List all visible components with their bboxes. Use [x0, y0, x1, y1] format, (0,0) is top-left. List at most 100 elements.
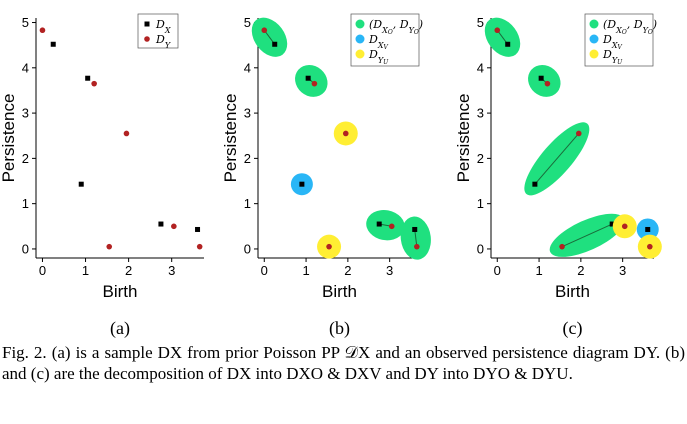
legend-key-circle: [589, 34, 599, 44]
dx-observed-point: [272, 41, 278, 47]
figure-caption: Fig. 2. (a) is a sample DX from prior Po…: [2, 342, 685, 384]
x-axis-title: Birth: [322, 282, 357, 301]
y-tick-label: 4: [477, 60, 484, 75]
dy-point: [171, 223, 177, 230]
x-tick-label: 3: [619, 263, 626, 278]
dy-observed-point: [261, 27, 268, 34]
dx-point: [158, 221, 164, 227]
y-tick-label: 3: [22, 106, 29, 121]
y-tick-label: 3: [244, 106, 251, 121]
dy-observed-point: [544, 80, 551, 87]
dy-unobserved-point: [647, 243, 653, 250]
y-tick-label: 0: [244, 241, 251, 256]
x-tick-label: 1: [302, 263, 309, 278]
match-line: [534, 133, 580, 185]
legend-key-circle: [589, 49, 599, 59]
dx-point: [50, 41, 56, 47]
dy-point: [106, 243, 113, 250]
match-line: [414, 229, 418, 247]
dx-point: [195, 226, 201, 232]
dy-observed-point: [311, 80, 318, 87]
legend-key-square: [144, 21, 150, 27]
legend-label: DY: [155, 33, 171, 50]
y-axis-title: Persistence: [454, 94, 473, 183]
y-tick-label: 1: [477, 196, 484, 211]
y-tick-label: 2: [22, 151, 29, 166]
dy-observed-point: [388, 223, 395, 230]
y-tick-label: 1: [244, 196, 251, 211]
dy-observed-point: [575, 130, 582, 137]
x-axis-title: Birth: [555, 282, 590, 301]
y-tick-label: 2: [244, 151, 251, 166]
x-tick-label: 0: [261, 263, 268, 278]
y-tick-label: 0: [477, 241, 484, 256]
subfigure-label: (b): [329, 318, 350, 339]
dy-unobserved-point: [342, 130, 349, 137]
x-tick-label: 2: [577, 263, 584, 278]
dx-point: [85, 75, 91, 81]
match-line: [561, 223, 613, 248]
dx-point: [78, 181, 84, 187]
y-tick-label: 5: [22, 15, 29, 30]
x-tick-label: 0: [39, 263, 46, 278]
x-axis-title: Birth: [103, 282, 138, 301]
y-axis-title: Persistence: [221, 94, 240, 183]
dy-observed-point: [559, 243, 565, 250]
dx-observed-point: [609, 221, 615, 227]
dy-unobserved-point: [621, 223, 628, 230]
legend-key-circle: [355, 19, 365, 29]
dx-observed-point: [505, 41, 511, 47]
legend-label: DXV: [368, 33, 389, 51]
x-tick-label: 3: [168, 263, 175, 278]
dy-observed-point: [494, 27, 501, 34]
dx-observed-point: [376, 221, 382, 227]
y-tick-label: 4: [244, 60, 251, 75]
y-tick-label: 4: [22, 60, 29, 75]
y-tick-label: 5: [244, 15, 251, 30]
dx-vanishing-point: [299, 181, 305, 187]
legend-key-circle: [355, 34, 365, 44]
subfigure-label: (a): [110, 318, 130, 339]
legend-label: (DXO, DYO): [603, 18, 657, 36]
dy-point: [123, 130, 130, 137]
y-tick-label: 5: [477, 15, 484, 30]
legend-box: [137, 13, 179, 49]
y-axis-title: Persistence: [0, 94, 18, 183]
dy-unobserved-point: [326, 243, 332, 250]
x-tick-label: 1: [535, 263, 542, 278]
y-tick-label: 1: [22, 196, 29, 211]
x-tick-label: 2: [125, 263, 132, 278]
y-tick-label: 2: [477, 151, 484, 166]
legend-label: DXV: [602, 33, 623, 51]
x-tick-label: 3: [386, 263, 393, 278]
dy-point: [196, 243, 203, 250]
dx-observed-point: [412, 226, 418, 232]
legend-key-circle: [144, 36, 150, 42]
dy-point: [39, 27, 46, 34]
x-tick-label: 0: [494, 263, 501, 278]
caption-text: Fig. 2. (a) is a sample DX from prior Po…: [2, 343, 685, 383]
x-tick-label: 1: [82, 263, 89, 278]
dx-observed-point: [538, 75, 544, 81]
dy-point: [91, 80, 97, 87]
legend-label: (DXO, DYO): [369, 18, 423, 36]
subfigure-label: (c): [563, 318, 583, 339]
legend-key-circle: [355, 49, 365, 59]
dy-observed-point: [414, 243, 420, 250]
y-tick-label: 3: [477, 106, 484, 121]
legend-label: DYU: [368, 48, 389, 66]
dx-observed-point: [532, 181, 538, 187]
dx-observed-point: [305, 75, 311, 81]
y-tick-label: 0: [22, 241, 29, 256]
legend-label: DYU: [602, 48, 623, 66]
legend-label: DX: [155, 18, 171, 35]
x-tick-label: 2: [344, 263, 351, 278]
dx-vanishing-point: [645, 226, 651, 232]
